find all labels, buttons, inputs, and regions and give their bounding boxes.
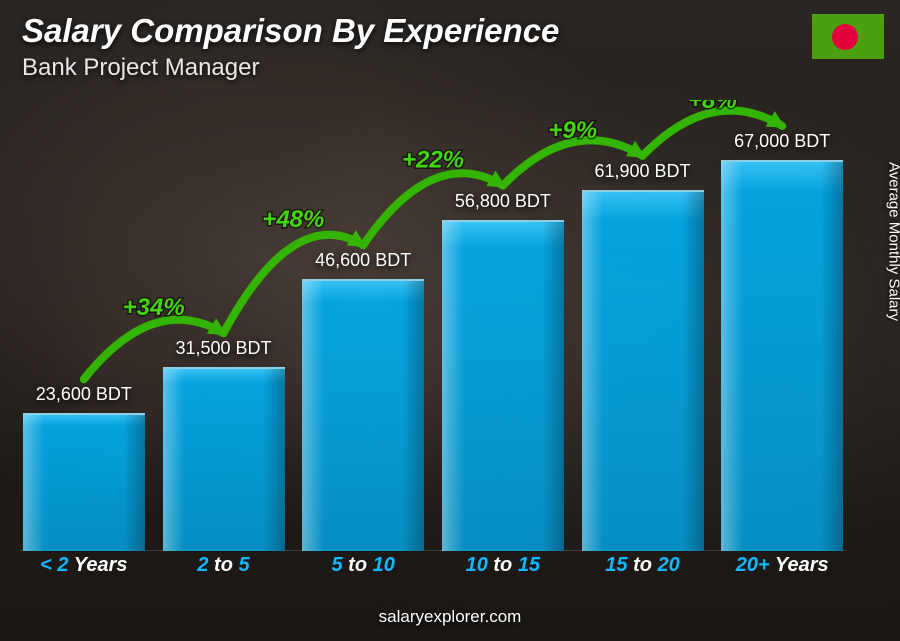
- bar-slot: 23,600 BDT< 2 Years: [20, 384, 148, 551]
- bar-value-label: 61,900 BDT: [594, 161, 690, 182]
- category-label: 5 to 10: [299, 554, 427, 577]
- bar-slot: 56,800 BDT10 to 15: [439, 191, 567, 551]
- category-label: 20+ Years: [718, 554, 846, 577]
- chart-area: 23,600 BDT< 2 Years31,500 BDT2 to 546,60…: [20, 100, 846, 577]
- chart-title: Salary Comparison By Experience: [22, 12, 559, 50]
- chart-subtitle: Bank Project Manager: [22, 54, 259, 82]
- bar-slot: 67,000 BDT20+ Years: [718, 131, 846, 551]
- category-label: 15 to 20: [579, 554, 707, 577]
- salary-chart-canvas: Salary Comparison By Experience Bank Pro…: [0, 0, 900, 641]
- category-label: 2 to 5: [160, 554, 288, 577]
- bar-slot: 46,600 BDT5 to 10: [299, 250, 427, 551]
- flag-disc-icon: [832, 24, 858, 50]
- country-flag: [812, 14, 884, 59]
- bar: [23, 413, 145, 551]
- y-axis-label: Average Monthly Salary: [886, 162, 900, 321]
- category-label: 10 to 15: [439, 554, 567, 577]
- category-label: < 2 Years: [20, 554, 148, 577]
- bar: [302, 279, 424, 551]
- bar-value-label: 31,500 BDT: [175, 338, 271, 359]
- bar: [582, 190, 704, 551]
- footer-source: salaryexplorer.com: [0, 607, 900, 627]
- bar-value-label: 67,000 BDT: [734, 131, 830, 152]
- bars-container: 23,600 BDT< 2 Years31,500 BDT2 to 546,60…: [20, 100, 846, 551]
- bar-slot: 31,500 BDT2 to 5: [160, 338, 288, 551]
- bar: [442, 220, 564, 551]
- bar-value-label: 23,600 BDT: [36, 384, 132, 405]
- bar: [721, 160, 843, 551]
- bar-value-label: 46,600 BDT: [315, 250, 411, 271]
- bar-value-label: 56,800 BDT: [455, 191, 551, 212]
- bar-slot: 61,900 BDT15 to 20: [579, 161, 707, 551]
- bar: [163, 367, 285, 551]
